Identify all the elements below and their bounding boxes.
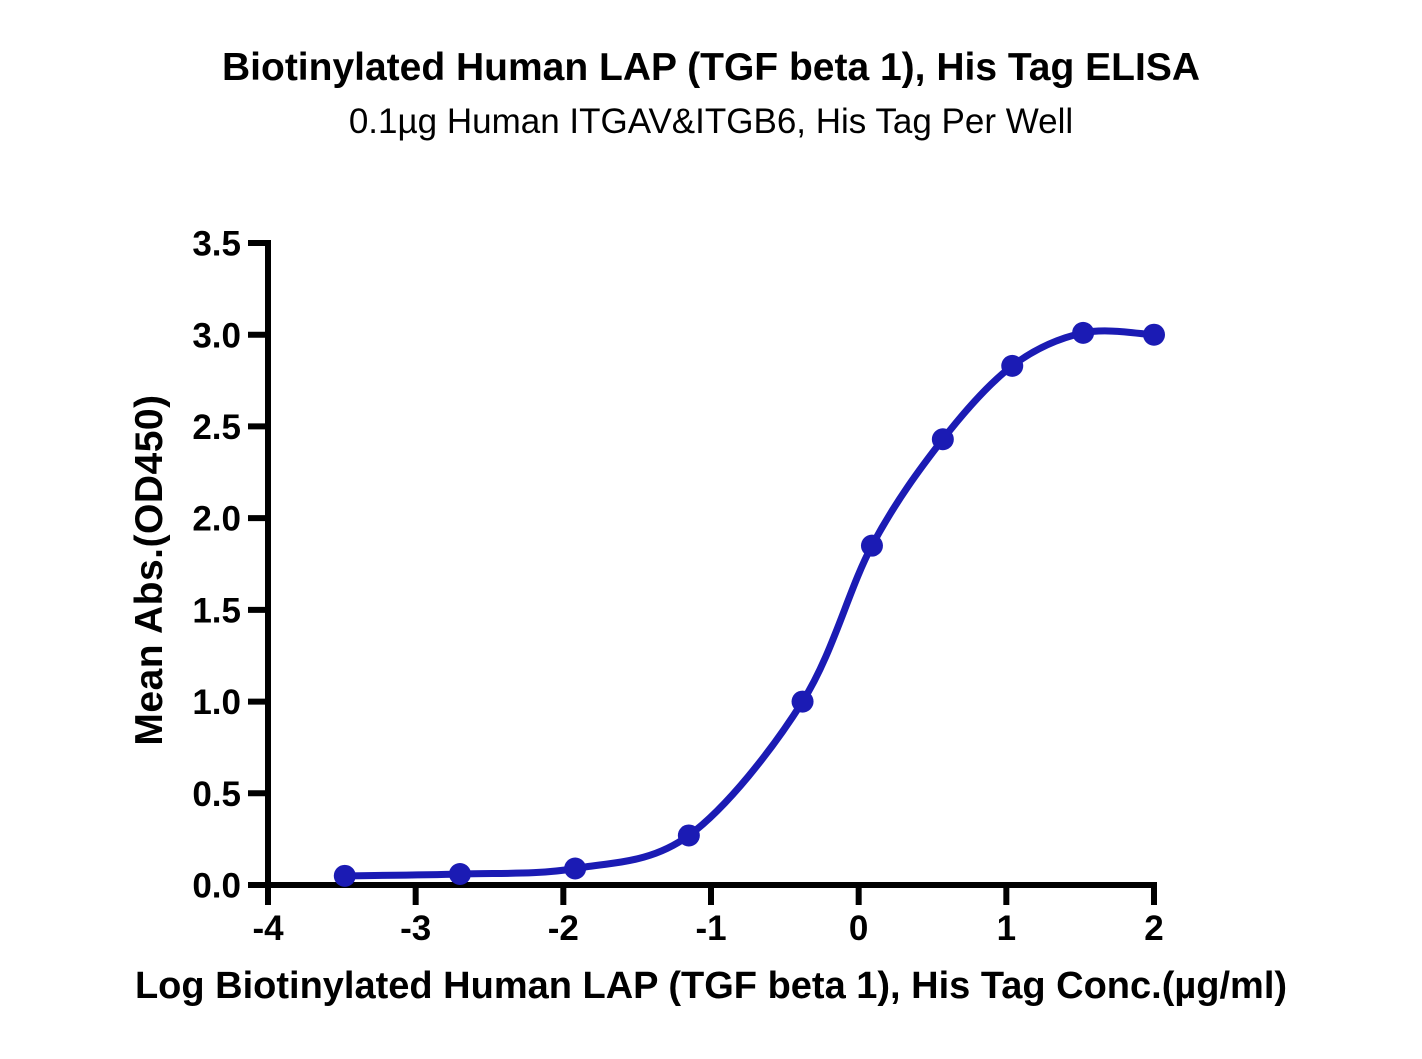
data-point [931, 428, 954, 451]
y-tick-label: 0.0 [192, 867, 241, 906]
x-tick-label: -1 [695, 909, 726, 948]
x-tick-label: 1 [997, 909, 1016, 948]
data-point [564, 857, 587, 880]
x-tick-label: -2 [548, 909, 579, 948]
x-tick-label: -4 [252, 909, 284, 948]
data-point [677, 824, 700, 847]
fit-curve [341, 327, 1158, 880]
x-tick-label: -3 [400, 909, 431, 948]
y-tick-label: 3.5 [192, 225, 241, 264]
x-axis-title: Log Biotinylated Human LAP (TGF beta 1),… [134, 965, 1288, 1007]
data-point [1001, 354, 1024, 377]
y-tick-label: 1.5 [192, 591, 241, 630]
y-tick-label: 3.0 [192, 316, 241, 355]
data-point [448, 862, 471, 885]
chart-title: Biotinylated Human LAP (TGF beta 1), His… [222, 46, 1200, 89]
y-tick-label: 2.0 [192, 500, 241, 539]
data-point [1143, 323, 1165, 346]
data-point [791, 690, 814, 713]
data-point [1072, 321, 1095, 344]
y-tick-label: 0.5 [192, 775, 241, 814]
x-tick-label: 0 [849, 909, 868, 948]
y-tick-label: 1.0 [192, 683, 241, 722]
y-tick-label: 2.5 [192, 408, 241, 447]
x-tick-label: 2 [1144, 909, 1163, 948]
data-point [333, 864, 356, 887]
chart-subtitle: 0.1µg Human ITGAV&ITGB6, His Tag Per Wel… [348, 102, 1074, 141]
data-point [860, 534, 883, 557]
